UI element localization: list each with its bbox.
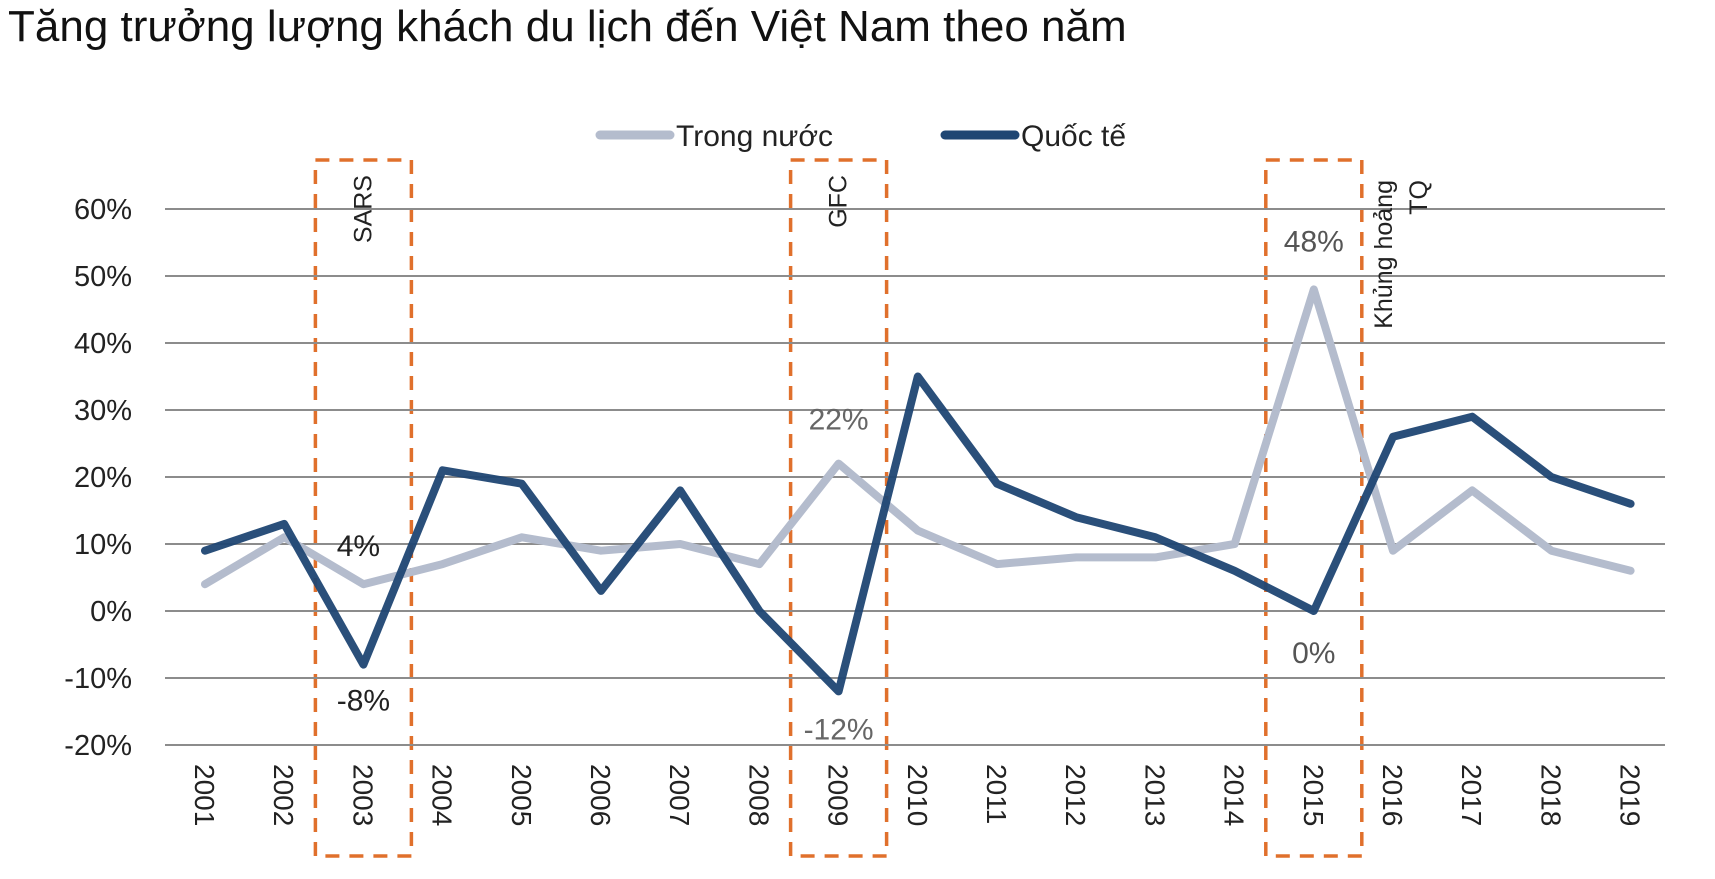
x-tick-label: 2019 <box>1615 764 1646 826</box>
x-tick-label: 2013 <box>1139 764 1170 826</box>
x-tick-label: 2011 <box>981 764 1012 824</box>
y-tick-label: 10% <box>74 529 132 561</box>
data-label: -12% <box>804 713 874 746</box>
y-tick-label: -10% <box>64 663 132 695</box>
event-box <box>1264 158 1364 858</box>
data-label: 0% <box>1292 637 1335 670</box>
x-axis-ticks: 2001 2002 2003 2004 2005 2006 2007 2008 2009 2010… <box>189 764 1646 826</box>
x-tick-label: 2017 <box>1456 764 1487 826</box>
event-label: Khủng hoảng <box>1370 180 1398 329</box>
x-tick-label: 2003 <box>347 764 378 826</box>
y-tick-label: -20% <box>64 730 132 762</box>
y-tick-label: 40% <box>74 328 132 360</box>
y-tick-label: 60% <box>74 194 132 226</box>
x-tick-label: 2012 <box>1060 764 1091 826</box>
gridlines <box>165 208 1665 746</box>
chart-title: Tăng trưởng lượng khách du lịch đến Việt… <box>8 2 1127 51</box>
data-label: 48% <box>1284 225 1344 258</box>
x-tick-label: 2002 <box>268 764 299 826</box>
event-box <box>313 158 414 858</box>
x-tick-label: 2007 <box>664 764 695 826</box>
event-highlight-boxes <box>313 158 1364 858</box>
series-line-1 <box>201 285 1635 589</box>
x-tick-label: 2018 <box>1535 764 1566 826</box>
y-axis-ticks: -20% -10% 0% 10% 20% 30% 40% 50% 60% <box>64 194 132 762</box>
y-tick-label: 50% <box>74 261 132 293</box>
series-lines <box>201 285 1635 696</box>
x-tick-label: 2005 <box>506 764 537 826</box>
x-tick-label: 2016 <box>1377 764 1408 826</box>
legend: Trong nước Quốc tế <box>595 120 1126 153</box>
event-labels: SARS GFC Khủng hoảng TQ <box>349 175 1432 329</box>
x-tick-label: 2006 <box>585 764 616 826</box>
event-label: SARS <box>349 175 377 243</box>
x-tick-label: 2009 <box>823 764 854 826</box>
x-tick-label: 2014 <box>1219 764 1250 826</box>
x-tick-label: 2015 <box>1298 764 1329 826</box>
event-label: GFC <box>825 175 853 228</box>
data-labels: 4% -8% 22% -12% 48% 0% <box>337 225 1344 746</box>
x-tick-label: 2010 <box>902 764 933 826</box>
y-tick-label: 30% <box>74 395 132 427</box>
legend-label: Trong nước <box>676 120 833 153</box>
data-label: 4% <box>337 530 380 563</box>
event-label: TQ <box>1405 180 1433 215</box>
y-tick-label: 0% <box>90 596 132 628</box>
x-tick-label: 2008 <box>743 764 774 826</box>
legend-label: Quốc tế <box>1021 120 1126 153</box>
data-label: -8% <box>337 685 390 718</box>
x-tick-label: 2001 <box>189 764 220 826</box>
data-label: 22% <box>809 404 869 437</box>
y-tick-label: 20% <box>74 462 132 494</box>
x-tick-label: 2004 <box>427 764 458 826</box>
